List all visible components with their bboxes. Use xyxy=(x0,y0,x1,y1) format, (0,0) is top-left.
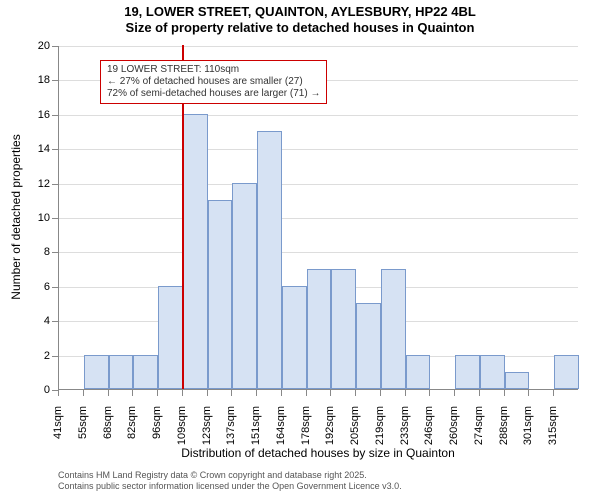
x-tick xyxy=(256,390,257,396)
annotation-line2: ← 27% of detached houses are smaller (27… xyxy=(107,76,320,88)
x-tick-label: 68sqm xyxy=(102,406,114,466)
x-tick-label: 96sqm xyxy=(151,406,163,466)
histogram-bar xyxy=(133,355,158,389)
x-tick xyxy=(58,390,59,396)
grid-line xyxy=(59,252,578,253)
histogram-bar xyxy=(356,303,381,389)
y-tick xyxy=(52,252,58,253)
x-tick xyxy=(405,390,406,396)
x-tick-label: 137sqm xyxy=(225,406,237,466)
x-tick xyxy=(355,390,356,396)
histogram-bar xyxy=(84,355,109,389)
footer-line2: Contains public sector information licen… xyxy=(58,481,402,492)
histogram-bar xyxy=(381,269,406,389)
y-tick xyxy=(52,321,58,322)
histogram-bar xyxy=(109,355,134,389)
y-tick xyxy=(52,218,58,219)
x-tick-label: 123sqm xyxy=(201,406,213,466)
x-tick xyxy=(207,390,208,396)
x-tick xyxy=(231,390,232,396)
chart-title-line2: Size of property relative to detached ho… xyxy=(0,20,600,36)
x-tick-label: 82sqm xyxy=(126,406,138,466)
x-tick xyxy=(182,390,183,396)
grid-line xyxy=(59,218,578,219)
y-tick xyxy=(52,356,58,357)
grid-line xyxy=(59,184,578,185)
grid-line xyxy=(59,46,578,47)
annotation-line1: 19 LOWER STREET: 110sqm xyxy=(107,64,320,76)
histogram-bar xyxy=(455,355,480,389)
y-tick xyxy=(52,184,58,185)
annotation-box: 19 LOWER STREET: 110sqm ← 27% of detache… xyxy=(100,60,327,104)
histogram-bar xyxy=(331,269,356,389)
grid-line xyxy=(59,149,578,150)
x-tick-label: 55sqm xyxy=(77,406,89,466)
histogram-bar xyxy=(554,355,579,389)
histogram-bar xyxy=(158,286,183,389)
histogram-bar xyxy=(183,114,208,389)
x-tick xyxy=(108,390,109,396)
y-tick-label: 6 xyxy=(24,281,50,293)
histogram-bar xyxy=(282,286,307,389)
x-tick-label: 315sqm xyxy=(547,406,559,466)
y-tick-label: 18 xyxy=(24,74,50,86)
chart-title-block: 19, LOWER STREET, QUAINTON, AYLESBURY, H… xyxy=(0,4,600,37)
x-tick xyxy=(454,390,455,396)
x-tick-label: 178sqm xyxy=(300,406,312,466)
x-tick-label: 164sqm xyxy=(275,406,287,466)
y-tick-label: 14 xyxy=(24,143,50,155)
x-tick-label: 41sqm xyxy=(52,406,64,466)
y-tick xyxy=(52,80,58,81)
histogram-bar xyxy=(208,200,233,389)
x-tick xyxy=(380,390,381,396)
x-tick xyxy=(330,390,331,396)
x-tick-label: 274sqm xyxy=(473,406,485,466)
histogram-bar xyxy=(406,355,431,389)
x-tick-label: 260sqm xyxy=(448,406,460,466)
x-tick xyxy=(553,390,554,396)
histogram-bar xyxy=(505,372,530,389)
x-tick xyxy=(504,390,505,396)
x-tick-label: 219sqm xyxy=(374,406,386,466)
x-tick-label: 233sqm xyxy=(399,406,411,466)
histogram-bar xyxy=(232,183,257,389)
x-tick xyxy=(132,390,133,396)
x-tick-label: 301sqm xyxy=(522,406,534,466)
y-tick xyxy=(52,46,58,47)
annotation-line3: 72% of semi-detached houses are larger (… xyxy=(107,88,320,100)
y-tick-label: 0 xyxy=(24,384,50,396)
x-tick-label: 109sqm xyxy=(176,406,188,466)
x-tick-label: 246sqm xyxy=(423,406,435,466)
x-tick-label: 151sqm xyxy=(250,406,262,466)
x-tick-label: 288sqm xyxy=(498,406,510,466)
x-tick xyxy=(528,390,529,396)
x-tick-label: 192sqm xyxy=(324,406,336,466)
chart-container: 19, LOWER STREET, QUAINTON, AYLESBURY, H… xyxy=(0,0,600,500)
y-tick-label: 10 xyxy=(24,212,50,224)
y-tick xyxy=(52,287,58,288)
y-tick xyxy=(52,149,58,150)
y-tick-label: 16 xyxy=(24,109,50,121)
x-tick xyxy=(83,390,84,396)
x-tick xyxy=(306,390,307,396)
y-tick-label: 4 xyxy=(24,315,50,327)
histogram-bar xyxy=(257,131,282,389)
y-tick xyxy=(52,115,58,116)
x-tick xyxy=(429,390,430,396)
y-tick-label: 12 xyxy=(24,178,50,190)
y-axis-title: Number of detached properties xyxy=(9,45,23,389)
x-tick xyxy=(281,390,282,396)
y-tick-label: 8 xyxy=(24,246,50,258)
y-tick-label: 2 xyxy=(24,350,50,362)
y-tick-label: 20 xyxy=(24,40,50,52)
footer-note: Contains HM Land Registry data © Crown c… xyxy=(58,470,402,492)
x-tick xyxy=(157,390,158,396)
x-tick xyxy=(479,390,480,396)
x-tick-label: 205sqm xyxy=(349,406,361,466)
chart-title-line1: 19, LOWER STREET, QUAINTON, AYLESBURY, H… xyxy=(0,4,600,20)
histogram-bar xyxy=(480,355,505,389)
footer-line1: Contains HM Land Registry data © Crown c… xyxy=(58,470,402,481)
grid-line xyxy=(59,115,578,116)
histogram-bar xyxy=(307,269,332,389)
